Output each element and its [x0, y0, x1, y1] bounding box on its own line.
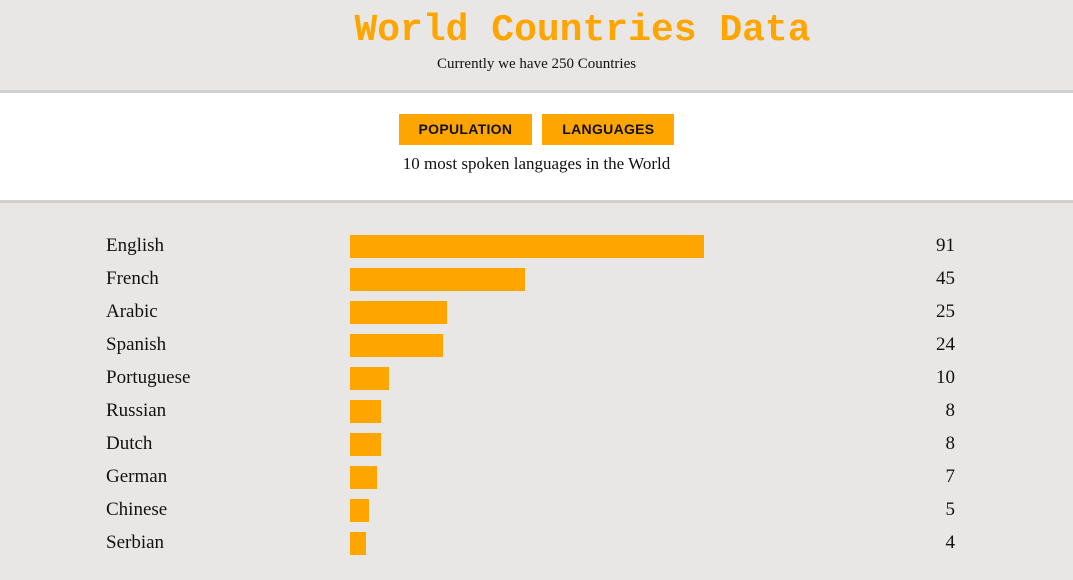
bar-row: Serbian 4: [0, 532, 1073, 565]
button-group: POPULATION LANGUAGES: [0, 114, 1073, 145]
languages-button[interactable]: LANGUAGES: [542, 114, 675, 145]
language-count: 4: [945, 532, 956, 553]
language-label: Chinese: [106, 499, 168, 520]
bar-row: Spanish 24: [0, 334, 1073, 367]
language-count: 45: [936, 268, 955, 289]
bar-row: Chinese 5: [0, 499, 1073, 532]
language-count: 91: [936, 235, 955, 256]
language-count: 25: [936, 301, 955, 322]
language-bar: [350, 466, 377, 489]
controls-panel: POPULATION LANGUAGES 10 most spoken lang…: [0, 93, 1073, 203]
bar-row: Portuguese 10: [0, 367, 1073, 400]
language-bar: [350, 367, 389, 390]
language-bar: [350, 499, 369, 522]
language-count: 10: [936, 367, 955, 388]
bar-row: German 7: [0, 466, 1073, 499]
language-label: German: [106, 466, 168, 487]
language-label: English: [106, 235, 165, 256]
page-title: World Countries Data: [354, 9, 811, 52]
chart-caption: 10 most spoken languages in the World: [402, 154, 671, 173]
language-label: Russian: [106, 400, 167, 421]
language-count: 8: [945, 433, 956, 454]
language-bar: [350, 235, 704, 258]
language-label: French: [106, 268, 159, 289]
bar-row: French 45: [0, 268, 1073, 301]
language-label: Dutch: [106, 433, 153, 454]
bar-row: Arabic 25: [0, 301, 1073, 334]
page-header: World Countries Data Currently we have 2…: [0, 0, 1073, 93]
language-bar: [350, 400, 381, 423]
language-count: 8: [945, 400, 956, 421]
bar-row: Dutch 8: [0, 433, 1073, 466]
language-label: Arabic: [106, 301, 158, 322]
language-count: 24: [936, 334, 955, 355]
bar-row: English 91: [0, 235, 1073, 268]
population-button[interactable]: POPULATION: [398, 114, 533, 145]
languages-bar-chart: English 91 French 45 Arabic 25 Spanish 24 Portug…: [0, 203, 1073, 580]
language-label: Serbian: [106, 532, 165, 553]
language-count: 5: [945, 499, 956, 520]
language-label: Spanish: [106, 334, 167, 355]
language-bar: [350, 433, 381, 456]
language-bar: [350, 301, 447, 324]
language-bar: [350, 532, 366, 555]
language-bar: [350, 268, 525, 291]
language-bar: [350, 334, 443, 357]
language-count: 7: [945, 466, 956, 487]
bar-row: Russian 8: [0, 400, 1073, 433]
page-subtitle: Currently we have 250 Countries: [436, 56, 637, 72]
language-label: Portuguese: [106, 367, 191, 388]
